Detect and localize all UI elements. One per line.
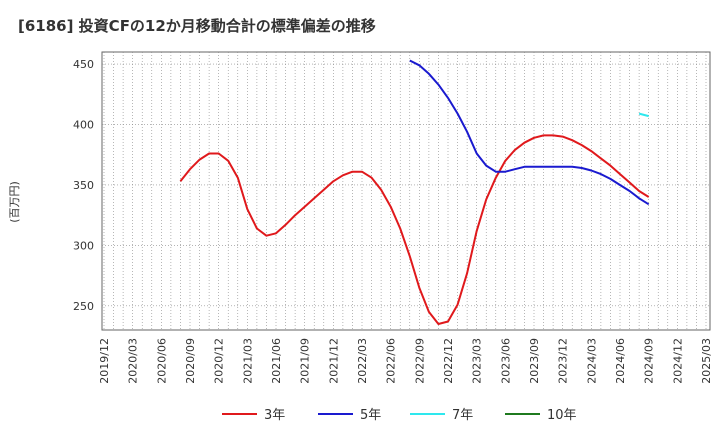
x-tick-label: 2019/12 <box>98 338 111 384</box>
x-tick-label: 2020/09 <box>184 338 197 384</box>
x-tick-label: 2021/03 <box>241 338 254 384</box>
series-line <box>638 112 649 118</box>
x-tick-label: 2022/06 <box>385 338 398 384</box>
x-tick-label: 2025/03 <box>700 338 713 384</box>
legend-label: 3年 <box>264 408 285 423</box>
y-axis-label: (百万円) <box>8 181 21 223</box>
legend-item: 5年 <box>318 408 381 423</box>
legend-label: 7年 <box>452 408 473 423</box>
x-tick-label: 2023/03 <box>471 338 484 384</box>
x-tick-label: 2023/09 <box>528 338 541 384</box>
y-tick-label: 400 <box>73 119 94 132</box>
legend: 3年 5年 7年 10年 <box>222 408 577 423</box>
y-tick-label: 350 <box>73 179 94 192</box>
x-tick-label: 2023/12 <box>557 338 570 384</box>
x-tick-label: 2023/06 <box>499 338 512 384</box>
y-tick-label: 250 <box>73 300 94 313</box>
plot-frame <box>101 51 711 331</box>
legend-label: 10年 <box>547 408 577 423</box>
x-tick-label: 2021/12 <box>327 338 340 384</box>
series-line <box>409 59 650 206</box>
legend-item: 10年 <box>505 408 577 423</box>
legend-item: 3年 <box>222 408 285 423</box>
y-tick-label: 450 <box>73 58 94 71</box>
x-tick-label: 2020/06 <box>155 338 168 384</box>
y-tick-label: 300 <box>73 239 94 252</box>
x-tick-label: 2021/06 <box>270 338 283 384</box>
x-tick-label: 2022/12 <box>442 338 455 384</box>
x-tick-label: 2022/03 <box>356 338 369 384</box>
legend-item: 7年 <box>410 408 473 423</box>
x-tick-label: 2024/12 <box>671 338 684 384</box>
x-tick-label: 2024/06 <box>614 338 627 384</box>
x-tick-label: 2022/09 <box>413 338 426 384</box>
x-tick-label: 2024/03 <box>585 338 598 384</box>
series-line <box>179 134 650 325</box>
x-tick-label: 2020/03 <box>127 338 140 384</box>
x-tick-label: 2024/09 <box>643 338 656 384</box>
x-tick-label: 2020/12 <box>213 338 226 384</box>
plot-area: 250 300 350 400 450 2019/12 2020/03 2020/06 2020… <box>73 51 713 384</box>
chart-title: [6186] 投資CFの12か月移動合計の標準偏差の推移 <box>18 17 376 35</box>
legend-label: 5年 <box>360 408 381 423</box>
x-tick-label: 2021/09 <box>299 338 312 384</box>
